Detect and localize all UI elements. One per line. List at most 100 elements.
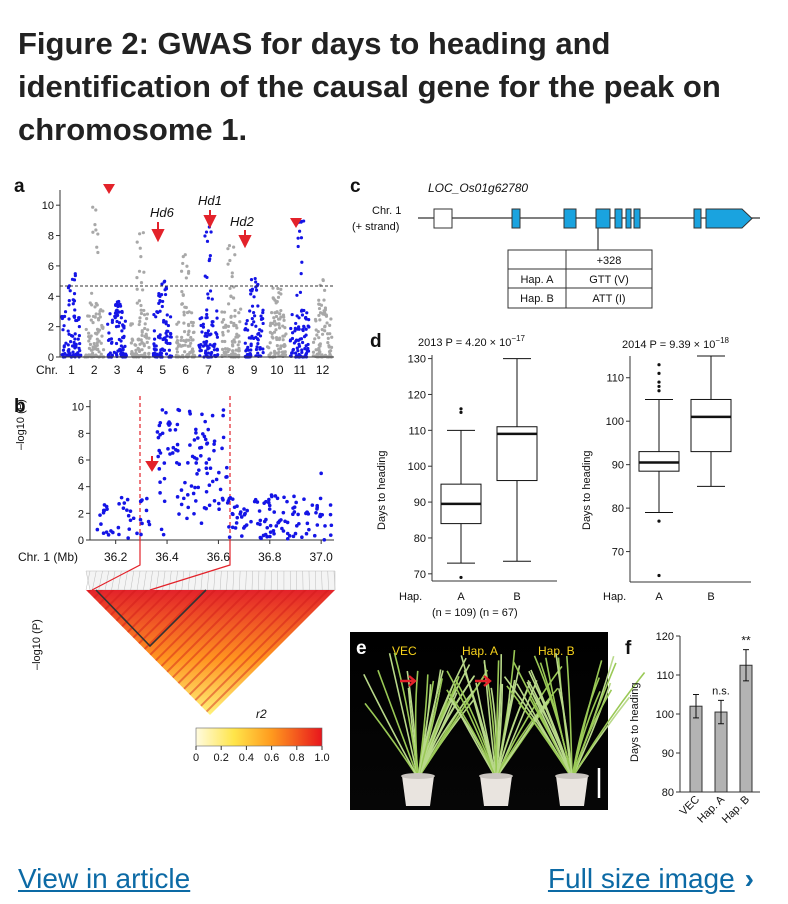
snp-point-peak [232, 245, 236, 249]
xtick-label: 36.4 [155, 550, 179, 564]
boxplot-2014: 70 80 90 100 110 [606, 355, 751, 583]
full-size-image-link[interactable]: Full size image › [548, 863, 754, 895]
chr-strand-line2: (+ strand) [352, 221, 399, 233]
snp-point [145, 340, 149, 344]
snp-point-peak [295, 314, 299, 318]
snp-point [315, 333, 319, 337]
snp-point-peak [208, 254, 212, 258]
snp-point [302, 325, 306, 329]
snp-point-peak [318, 311, 323, 315]
panel-a-ylabel: –log10 (P) [15, 399, 27, 450]
snp-point-peak [168, 428, 172, 432]
snp-point [200, 330, 204, 334]
chromosome-4-points [129, 231, 151, 359]
panel-f-ylabel: Days to heading [629, 683, 641, 763]
peak-marker-triangle-chr11 [290, 218, 302, 228]
snp-point [257, 509, 262, 513]
arrow-hd6-icon [151, 222, 165, 243]
snp-point [230, 342, 235, 347]
snp-point [296, 349, 300, 353]
ld-line [92, 570, 97, 591]
snp-point [327, 345, 331, 349]
snp-point-peak [138, 232, 142, 236]
snp-point-peak [217, 470, 221, 475]
panel-b-xaxis-label: Chr. 1 (Mb) [18, 550, 78, 564]
leaf [571, 690, 601, 779]
snp-point-peak [202, 434, 207, 439]
snp-point [239, 307, 243, 311]
snp-point-peak [175, 422, 180, 427]
leaf [566, 655, 573, 779]
ytick-label: 6 [78, 455, 84, 467]
snp-point-peak [163, 292, 168, 297]
snp-point [235, 332, 239, 336]
snp-point [165, 313, 169, 317]
snp-point [290, 331, 295, 335]
chromosome-label: 7 [205, 363, 212, 377]
snp-point [95, 337, 99, 341]
snp-point [235, 504, 239, 509]
snp-point [169, 335, 173, 339]
snp-point [269, 321, 273, 325]
snp-point-peak [70, 277, 75, 281]
snp-point-peak [199, 453, 203, 458]
snp-point [139, 338, 143, 342]
snp-point [330, 335, 334, 339]
snp-point-peak [276, 286, 280, 291]
outlier-point [459, 410, 463, 414]
leaf [558, 688, 573, 779]
snp-point-peak [194, 427, 198, 432]
snp-point-peak [142, 270, 146, 274]
snp-point-peak [162, 476, 167, 481]
snp-point [140, 329, 144, 333]
snp-point [256, 354, 261, 358]
snp-point [223, 339, 227, 344]
snp-point [175, 347, 179, 351]
snp-point-peak [186, 461, 190, 465]
category-label: Hap. B [720, 794, 752, 826]
chromosome-11-points [288, 219, 311, 359]
snp-point-peak [155, 430, 160, 434]
ld-line [155, 570, 160, 591]
outlier-point [657, 380, 661, 384]
snp-point-peak [179, 269, 184, 273]
snp-point [256, 342, 260, 346]
snp-point [77, 325, 81, 329]
snp-point [235, 326, 239, 330]
snp-point [94, 353, 98, 357]
ytick-label: 6 [48, 261, 54, 273]
view-in-article-link[interactable]: View in article [18, 863, 191, 894]
ld-line [245, 570, 247, 591]
ld-line [333, 570, 336, 591]
snp-point [104, 530, 109, 534]
snp-point [71, 334, 75, 338]
snp-point [134, 343, 138, 347]
snp-point-peak [297, 229, 302, 233]
snp-point-peak [73, 272, 77, 276]
ld-line [136, 570, 141, 591]
snp-point-peak [323, 288, 327, 292]
snp-point [175, 322, 179, 326]
snp-point [164, 352, 169, 356]
d-left-group-b: B [513, 591, 520, 603]
snp-point [306, 346, 310, 351]
snp-point [140, 341, 144, 345]
leaf [417, 684, 432, 779]
legend-tick-label: 0.4 [239, 752, 254, 764]
snp-point [131, 516, 136, 521]
snp-point [306, 324, 310, 328]
snp-point [212, 342, 216, 347]
snp-point [280, 526, 284, 531]
snp-point [159, 348, 163, 352]
leaf [393, 652, 419, 779]
snp-point-peak [271, 296, 275, 300]
snp-point-peak [218, 487, 223, 492]
snp-point [314, 348, 318, 352]
box [496, 426, 538, 482]
snp-point-peak [158, 420, 163, 425]
snp-point [142, 308, 146, 313]
snp-point [118, 347, 122, 352]
snp-point [267, 346, 271, 350]
snp-point [274, 351, 278, 355]
snp-point [302, 497, 306, 502]
